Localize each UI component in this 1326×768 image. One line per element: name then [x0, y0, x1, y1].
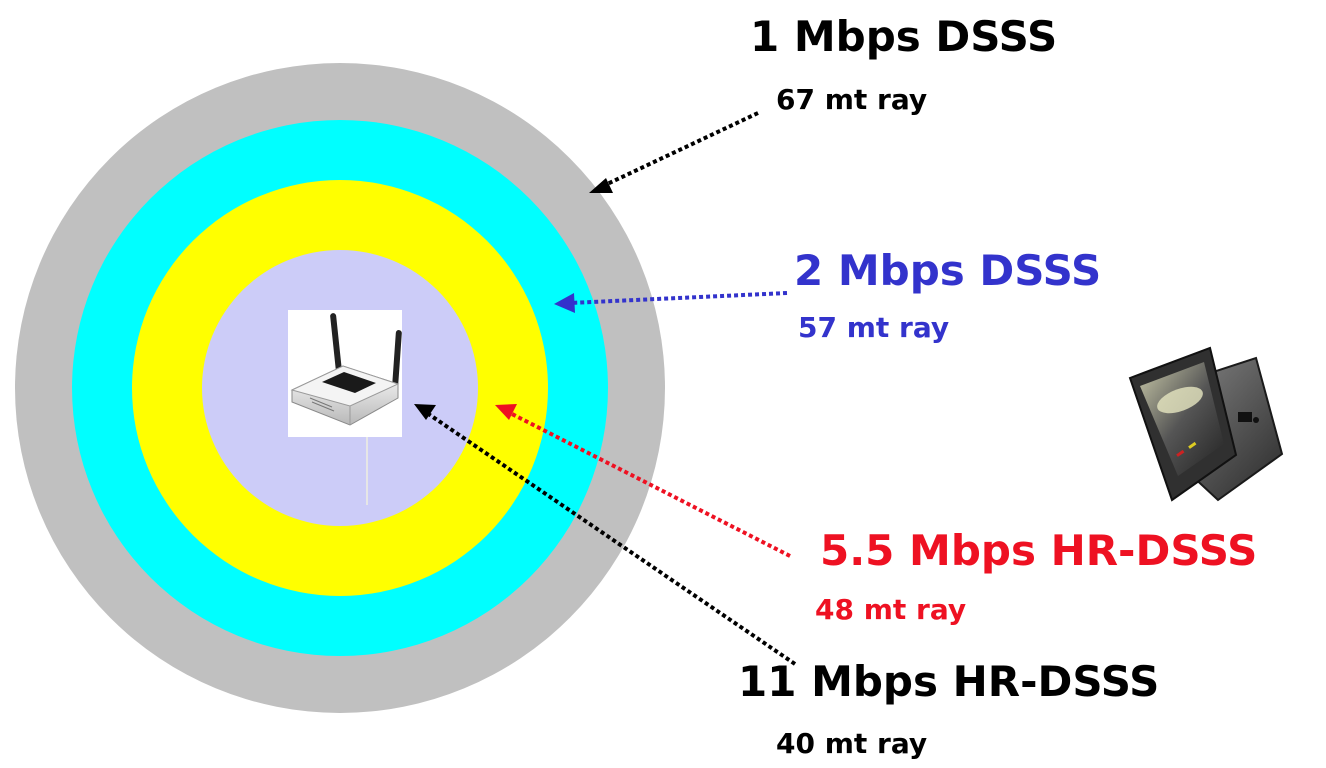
rate-label-2mbps: 2 Mbps DSSS: [794, 246, 1102, 295]
range-label-5-5mbps: 48 mt ray: [815, 593, 967, 626]
rate-label-11mbps: 11 Mbps HR-DSSS: [738, 657, 1160, 706]
arrow-2mbps: [554, 291, 788, 313]
arrow-5-5mbps: [495, 404, 791, 558]
rate-label-1mbps: 1 Mbps DSSS: [750, 12, 1058, 61]
range-label-1mbps: 67 mt ray: [776, 83, 928, 116]
wireless-router-icon: [288, 310, 402, 505]
range-label-11mbps: 40 mt ray: [776, 727, 928, 760]
rate-label-5-5mbps: 5.5 Mbps HR-DSSS: [820, 526, 1258, 575]
arrow-1mbps: [589, 111, 759, 193]
range-label-2mbps: 57 mt ray: [798, 311, 950, 344]
laptop-icon: [1128, 346, 1284, 502]
arrow-11mbps: [414, 404, 797, 666]
